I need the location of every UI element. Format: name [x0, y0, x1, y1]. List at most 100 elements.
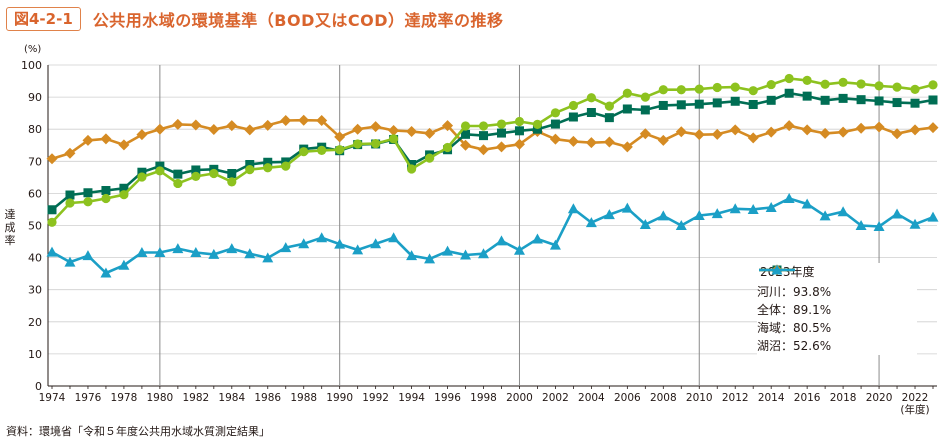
- data-point-湖沼-1980: [154, 246, 166, 257]
- data-point-全体-2019: [856, 95, 866, 105]
- x-tick-label-1978: 1978: [111, 392, 138, 404]
- data-point-海域-1977: [100, 133, 112, 145]
- data-point-河川-1999: [496, 119, 507, 129]
- data-point-湖沼-2009: [675, 220, 687, 230]
- data-point-海域-2022: [909, 124, 921, 136]
- series-line-湖沼: [51, 197, 934, 275]
- data-point-全体-2011: [712, 98, 722, 108]
- data-point-河川-2012: [730, 82, 740, 92]
- data-point-海域-2010: [693, 129, 705, 141]
- data-point-湖沼-2005: [603, 209, 615, 220]
- data-point-全体-1984: [227, 168, 237, 178]
- series-line-全体: [51, 91, 934, 211]
- data-point-海域-2005: [603, 136, 615, 148]
- data-point-全体-2003: [568, 112, 578, 122]
- data-point-湖沼-1983: [208, 248, 220, 259]
- data-point-河川-1982: [191, 171, 201, 181]
- data-point-湖沼-2007: [639, 219, 651, 230]
- legend-item-lake: 湖沼：52.6%: [757, 264, 917, 355]
- data-point-湖沼-1990: [334, 238, 346, 249]
- data-point-河川-1979: [137, 172, 147, 182]
- y-tick-label-70: 70: [28, 155, 42, 168]
- x-tick-label-1998: 1998: [470, 392, 497, 404]
- x-tick-label-2010: 2010: [686, 392, 713, 404]
- data-point-海域-1975: [64, 147, 76, 159]
- data-point-湖沼-1985: [244, 248, 256, 259]
- data-point-湖沼-2020: [873, 220, 885, 231]
- data-point-湖沼-2016: [801, 198, 813, 209]
- data-point-河川-2019: [856, 79, 866, 89]
- x-tick-label-1994: 1994: [398, 392, 425, 404]
- data-point-河川-2007: [640, 92, 650, 102]
- data-point-湖沼-2014: [765, 202, 777, 213]
- data-point-湖沼-1988: [298, 238, 310, 249]
- data-point-河川-1980: [155, 166, 165, 176]
- legend-label-sea: 海域：80.5%: [757, 321, 832, 335]
- y-tick-label-100: 100: [21, 59, 42, 72]
- y-tick-label-0: 0: [35, 380, 42, 393]
- data-point-湖沼-2022: [909, 218, 921, 229]
- data-point-河川-1985: [245, 165, 255, 175]
- data-point-河川-2010: [694, 84, 704, 94]
- x-tick-label-1984: 1984: [218, 392, 245, 404]
- data-point-河川-2020: [874, 81, 884, 91]
- data-point-海域-2011: [711, 128, 723, 140]
- data-point-海域-1976: [82, 134, 94, 146]
- y-tick-label-80: 80: [28, 123, 42, 136]
- y-tick-label-60: 60: [28, 187, 42, 200]
- data-point-河川-1978: [119, 190, 129, 200]
- data-point-海域-2019: [855, 122, 867, 134]
- data-point-湖沼-1993: [388, 232, 400, 243]
- data-point-全体-2009: [676, 100, 686, 110]
- data-point-全体-2002: [550, 119, 560, 129]
- data-point-河川-2003: [568, 100, 579, 111]
- x-tick-label-2002: 2002: [542, 392, 569, 404]
- data-point-河川-1996: [442, 142, 453, 153]
- data-point-全体-2012: [730, 96, 740, 106]
- data-point-河川-2005: [604, 101, 614, 111]
- data-point-河川-2022: [910, 84, 920, 94]
- y-tick-label-30: 30: [28, 284, 42, 297]
- data-point-海域-1983: [208, 124, 220, 136]
- data-point-海域-2023: [927, 122, 939, 134]
- data-point-海域-1985: [244, 124, 256, 136]
- data-point-湖沼-1995: [424, 253, 436, 264]
- x-tick-label-2014: 2014: [758, 392, 785, 404]
- data-point-全体-1974: [47, 205, 57, 215]
- x-tick-label-1980: 1980: [147, 392, 174, 404]
- data-point-湖沼-1989: [316, 232, 328, 243]
- data-point-全体-2005: [604, 113, 614, 123]
- data-point-湖沼-1977: [100, 267, 112, 278]
- data-point-湖沼-1975: [64, 256, 76, 267]
- y-tick-label-10: 10: [28, 348, 42, 361]
- data-point-海域-2008: [657, 134, 669, 146]
- data-point-河川-2006: [622, 88, 632, 98]
- data-point-海域-1995: [424, 127, 436, 139]
- data-point-湖沼-1987: [280, 242, 292, 253]
- data-point-海域-2007: [639, 128, 651, 140]
- data-point-湖沼-2000: [513, 244, 525, 255]
- data-point-全体-2018: [838, 93, 848, 103]
- data-point-全体-1997: [461, 129, 471, 139]
- data-point-海域-2012: [729, 124, 741, 136]
- x-tick-label-2018: 2018: [830, 392, 857, 404]
- data-point-全体-2006: [622, 104, 632, 114]
- y-axis-label: 達成率: [4, 208, 16, 247]
- data-point-海域-1990: [334, 131, 346, 143]
- data-point-全体-1981: [173, 169, 183, 179]
- legend-label-river: 河川：93.8%: [757, 285, 832, 299]
- data-point-河川-2009: [676, 85, 686, 95]
- data-point-河川-1989: [317, 145, 327, 155]
- x-tick-label-1988: 1988: [290, 392, 317, 404]
- data-point-河川-1974: [47, 217, 57, 227]
- data-point-海域-1988: [298, 114, 310, 126]
- data-point-全体-1999: [496, 128, 506, 138]
- x-tick-label-1992: 1992: [362, 392, 389, 404]
- figure-title: 公共用水域の環境基準（BOD又はCOD）達成率の推移: [92, 11, 504, 30]
- data-point-海域-1992: [370, 121, 382, 133]
- data-point-湖沼-1991: [352, 244, 364, 255]
- data-point-海域-1974: [46, 153, 58, 165]
- data-point-海域-1981: [172, 118, 184, 130]
- x-tick-label-1990: 1990: [326, 392, 353, 404]
